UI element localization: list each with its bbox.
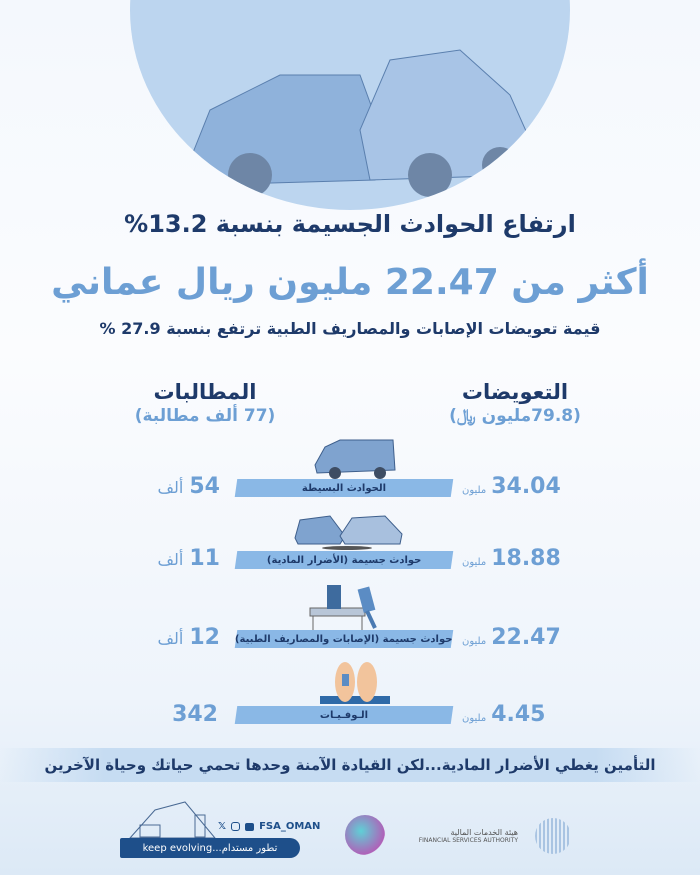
tagline-band: keep evolving...تطور مستدام [120,838,300,858]
claims-title: المطالبات [153,380,257,404]
social-handles: 𝕏 FSA_OMAN [218,821,320,832]
big-figure: أكثر من 22.47 مليون ريال عماني [51,262,649,303]
category-bar: الـوفـيـات [234,706,454,724]
hero-illustration [130,0,570,210]
subline: قيمة تعويضات الإصابات والمصاريف الطبية ت… [99,319,601,338]
claims-unit: ألف [157,478,184,497]
compensation-value: 4.45 [491,702,546,727]
youtube-icon[interactable] [245,822,255,831]
hospital-stretcher-icon [309,585,377,631]
car-crash-illustration [189,49,531,197]
instagram-icon[interactable] [231,822,241,831]
category-bar: حوادث جسيمة (الأضرار المادية) [234,551,454,569]
car-collision-icon [294,515,403,550]
fsa-wordmark: هيئة الخدمات المالية FINANCIAL SERVICES … [418,828,518,844]
claims-value: 342 [172,702,218,727]
compensation-header: التعويضات (79.8مليون ﷼) [430,380,600,426]
compensation-unit: مليون [462,485,487,496]
slogan-banner: التأمين يغطي الأضرار المادية...لكن القيا… [0,748,700,782]
compensation-total: (79.8مليون ﷼) [449,406,581,426]
authority-ar: هيئة الخدمات المالية [450,828,518,837]
claims-unit: ألف [157,629,184,648]
claims-total: (77 ألف مطالبة) [134,406,276,426]
category-label: الـوفـيـات [319,709,369,721]
category-bar: الحوادث البسيطة [234,479,454,497]
claims-value: 12 [189,625,220,650]
authority-en: FINANCIAL SERVICES AUTHORITY [418,837,518,844]
compensation-value: 22.47 [491,625,561,650]
oman-vision-logo [345,815,385,855]
claims-unit: ألف [157,550,184,569]
deceased-feet-icon [320,662,390,704]
building-illustration [128,801,217,839]
compensation-unit: مليون [462,713,487,724]
claims-header: المطالبات (77 ألف مطالبة) [120,380,290,426]
x-icon[interactable]: 𝕏 [218,821,227,832]
social-handle[interactable]: FSA_OMAN [259,821,321,832]
claims-value: 11 [189,546,220,571]
compensation-unit: مليون [462,557,487,568]
fsa-logo [535,818,571,854]
compensation-unit: مليون [462,636,487,647]
damaged-van-icon [314,439,396,479]
category-label: حوادث جسيمة (الأضرار المادية) [266,554,422,566]
compensation-value: 34.04 [491,474,561,499]
compensation-value: 18.88 [491,546,561,571]
category-bar: حوادث جسيمة (الإصابات والمصاريف الطبية) [234,630,454,648]
compensation-title: التعويضات [461,380,569,404]
headline: ارتفاع الحوادث الجسيمة بنسبة 13.2% [124,210,576,238]
category-label: الحوادث البسيطة [301,482,387,494]
claims-value: 54 [189,474,220,499]
category-label: حوادث جسيمة (الإصابات والمصاريف الطبية) [235,633,453,645]
